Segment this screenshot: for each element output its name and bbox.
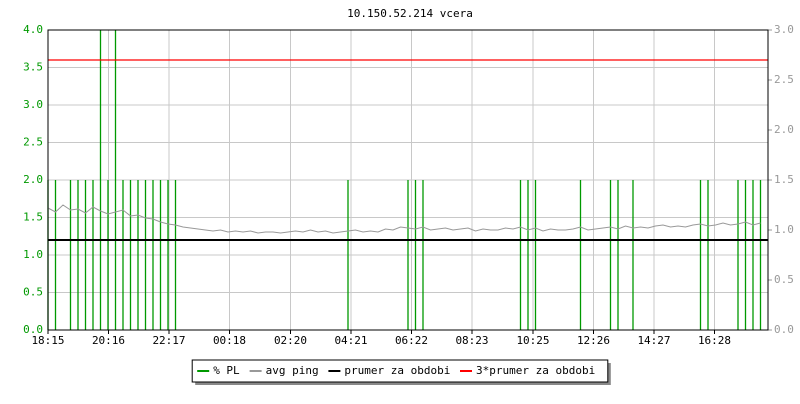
x-tick-label: 22:17	[152, 334, 185, 347]
y-tick-label: 2.5	[23, 136, 43, 149]
y-tick-label: 3.0	[23, 98, 43, 111]
y2-tick-label: 1.0	[774, 223, 794, 236]
y-tick-label: 1.5	[23, 211, 43, 224]
ping-line	[47, 204, 761, 234]
legend-label: % PL	[213, 364, 240, 377]
legend: % PL avg ping prumer za obdobi 3*prumer za …	[191, 359, 611, 385]
x-tick-label: 00:18	[213, 334, 246, 347]
x-tick-label: 08:23	[455, 334, 488, 347]
x-tick-label: 14:27	[637, 334, 670, 347]
y2-tick-label: 2.5	[774, 73, 794, 86]
legend-label: 3*prumer za obdobi	[476, 364, 595, 377]
x-tick-label: 18:15	[31, 334, 64, 347]
y2-tick-label: 3.0	[774, 23, 794, 36]
y-tick-label: 0.0	[23, 323, 43, 336]
legend-label: prumer za obdobi	[344, 364, 450, 377]
y-tick-label: 3.5	[23, 61, 43, 74]
y-tick-label: 4.0	[23, 23, 43, 36]
x-tick-label: 10:25	[516, 334, 549, 347]
y-tick-label: 0.5	[23, 286, 43, 299]
y-tick-label: 1.0	[23, 248, 43, 261]
y2-tick-label: 0.5	[774, 273, 794, 286]
chart-title: 10.150.52.214 vcera	[347, 7, 473, 20]
x-tick-label: 02:20	[274, 334, 307, 347]
y2-tick-label: 0.0	[774, 323, 794, 336]
y2-tick-label: 1.5	[774, 173, 794, 186]
x-tick-label: 16:28	[698, 334, 731, 347]
x-tick-label: 12:26	[577, 334, 610, 347]
plot-frame	[47, 29, 769, 331]
x-tick-label: 04:21	[334, 334, 367, 347]
x-tick-label: 06:22	[395, 334, 428, 347]
y-tick-label: 2.0	[23, 173, 43, 186]
y2-tick-label: 2.0	[774, 123, 794, 136]
legend-box	[191, 359, 609, 383]
legend-label: avg ping	[266, 364, 319, 377]
x-tick-label: 20:16	[92, 334, 125, 347]
